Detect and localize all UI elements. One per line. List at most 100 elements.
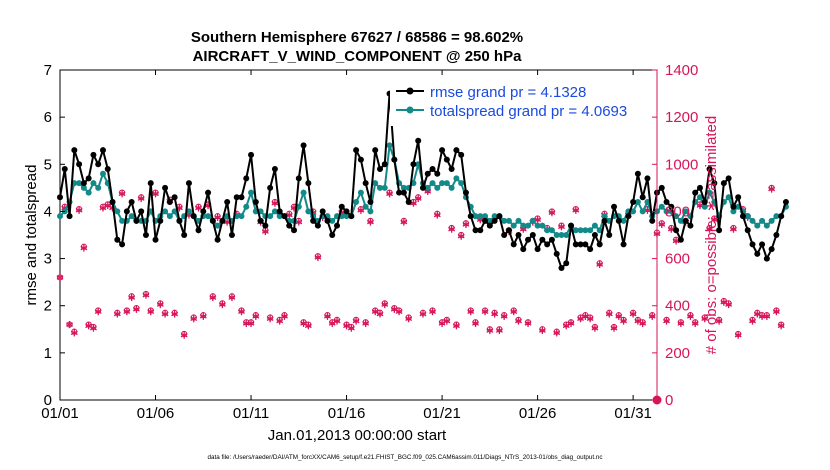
y-axis-left: 0 1 2 3 4 5 6 7 [44,62,65,409]
totalspread-point [362,203,369,210]
obs-assimilated-point [247,319,255,327]
obs-assimilated-point [648,312,656,320]
obs-assimilated-point [128,293,136,302]
totalspread-point [773,213,780,220]
totalspread-point [205,213,212,220]
totalspread-point [501,217,508,224]
y-right-tick-label: 800 [665,203,690,220]
obs-assimilated-point [132,305,140,313]
rmse-point [448,166,455,172]
totalspread-point [548,227,555,234]
rmse-point [396,189,403,196]
x-axis: 01/01 01/06 01/11 01/16 01/21 01/26 01/31 [41,70,652,422]
totalspread-point [658,203,665,210]
rmse-point [482,217,489,224]
chart-subtitle: AIRCRAFT_V_WIND_COMPONENT @ 250 hPa [193,48,523,65]
obs-assimilated-point [419,310,427,318]
rmse-point [582,241,589,248]
obs-assimilated-point [448,225,456,233]
totalspread-point [539,222,546,229]
rmse-point [329,232,336,238]
rmse-point [682,217,689,224]
rmse-point [66,213,73,220]
rmse-point [591,232,598,238]
rmse-point [357,156,364,163]
rmse-point [462,189,469,196]
obs-assimilated-point [94,308,102,316]
obs-assimilated-point [333,317,341,325]
rmse-point [701,199,708,205]
legend-spread-marker [406,106,414,114]
obs-assimilated-point [190,315,198,323]
rmse-point [138,208,145,215]
y-right-tick-label: 1000 [665,156,698,173]
obs-assimilated-point [376,310,384,318]
obs-assimilated-point [218,300,226,309]
obs-assimilated-point [395,308,403,316]
totalspread-point [57,213,63,220]
obs-assimilated-point [734,331,742,339]
rmse-point [243,175,250,182]
obs-assimilated-point [352,317,360,325]
obs-assimilated-point [629,310,637,318]
x-tick-label: 01/31 [614,405,652,422]
rmse-point [510,241,517,248]
rmse-point [305,180,312,187]
totalspread-point [529,217,536,224]
obs-assimilated-point [452,322,460,330]
obs-assimilated-point [491,310,499,318]
rmse-point [233,194,240,201]
totalspread-point [677,217,684,224]
obs-assimilated-point [729,225,737,233]
obs-assimilated-point [209,293,217,302]
obs-assimilated-point [515,317,522,325]
totalspread-point [744,213,751,220]
obs-assimilated-point [366,218,374,226]
rmse-point [185,180,192,187]
rmse-point [630,199,637,205]
rmse-point [381,161,388,168]
totalspread-point [448,184,455,191]
rmse-point [343,208,350,215]
rmse-point [123,208,130,215]
obs-assimilated-point [199,312,207,320]
obs-assimilated-point [142,291,150,299]
totalspread-point [439,180,446,187]
rmse-point [71,147,78,154]
obs-assimilated-point [558,223,565,231]
totalspread-point [696,194,703,201]
y-right-tick-label: 200 [665,345,690,362]
rmse-point [419,184,426,191]
rmse-point [228,232,235,238]
rmse-point [658,184,665,191]
totalspread-point [76,180,83,187]
obs-assimilated-point [147,308,155,316]
rmse-point [128,199,135,205]
totalspread-point [214,222,221,229]
rmse-point [677,236,684,243]
totalspread-point [458,180,465,187]
rmse-point [505,227,512,234]
rmse-point [166,199,173,205]
rmse-point [759,241,766,248]
rmse-point [611,203,618,210]
obs-assimilated-point [152,190,159,198]
rmse-point [696,184,703,191]
rmse-point [90,151,97,158]
obs-assimilated-point [80,244,88,252]
totalspread-point [515,217,522,224]
y-axis-right: 0 200 400 600 800 1000 1200 1400 [652,62,698,409]
totalspread-point [749,217,756,224]
obs-assimilated-point [457,232,465,240]
rmse-point [649,217,656,224]
rmse-point [644,175,651,182]
rmse-point [439,147,446,154]
rmse-point [181,232,188,238]
obs-assimilated-point [443,317,451,325]
totalspread-point [329,217,336,224]
totalspread-point [128,213,135,220]
totalspread-point [754,222,761,229]
totalspread-point [443,180,450,187]
obs-assimilated-point [486,326,494,335]
obs-assimilated-point [238,308,245,316]
